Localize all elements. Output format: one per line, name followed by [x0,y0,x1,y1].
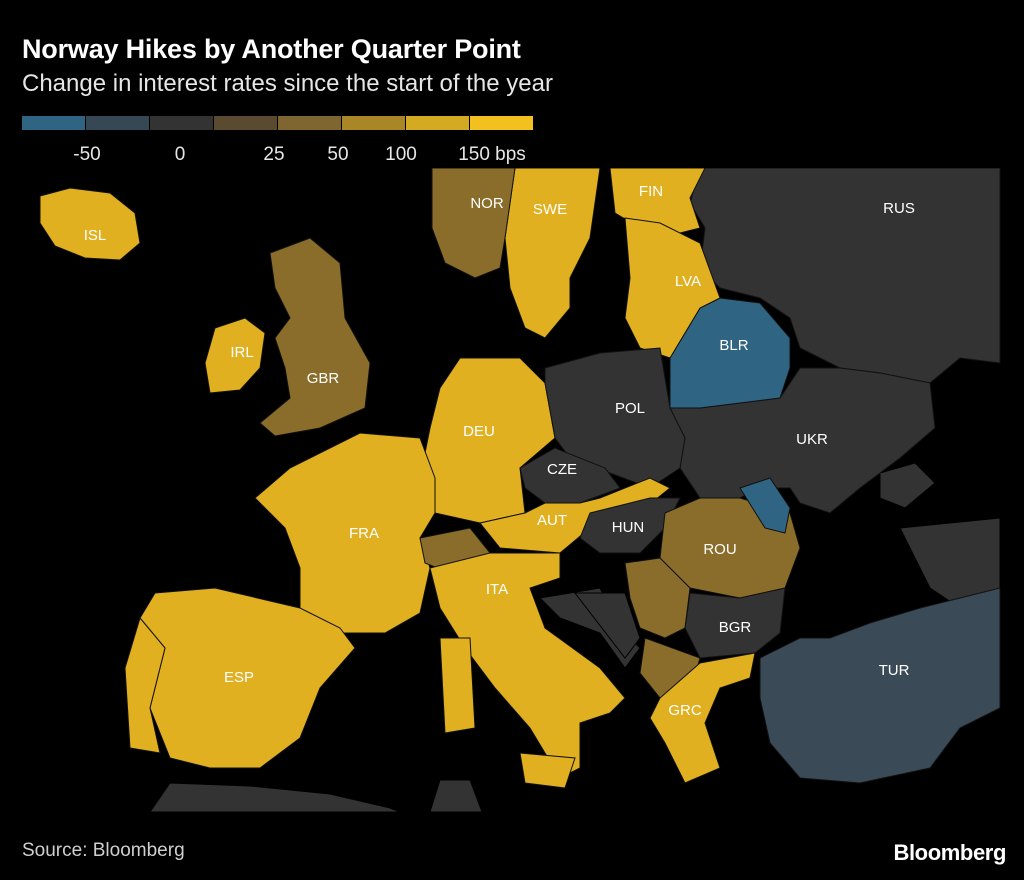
label-AUT: AUT [537,512,567,529]
label-GRC: GRC [668,702,702,719]
land-crimea [879,462,936,509]
country-ISL [39,187,141,261]
legend-swatch [150,116,213,130]
background-land [149,462,1001,812]
legend-swatch [86,116,149,130]
country-DEU [419,357,556,524]
country-portugal [124,616,166,754]
country-RUS [689,168,1001,384]
country-FRA [254,432,436,634]
legend-swatch [342,116,405,130]
chart-subtitle: Change in interest rates since the start… [22,70,553,97]
label-GBR: GBR [307,370,340,387]
country-IRL [204,317,266,394]
country-labels: ISL NOR SWE FIN RUS LVA BLR IRL GBR DEU … [84,183,915,719]
label-DEU: DEU [463,423,495,440]
country-NOR [431,168,516,279]
label-HUN: HUN [612,519,645,536]
country-ITA [429,552,626,779]
legend-label: 25 [263,144,285,165]
legend-label: 50 [327,144,349,165]
land-tunisia [429,779,483,812]
label-CZE: CZE [547,461,577,478]
country-shapes [39,168,1001,789]
label-IRL: IRL [230,344,253,361]
land-north-africa [149,782,401,812]
label-FIN: FIN [639,183,663,200]
country-GRC [649,652,756,784]
country-AUT [479,477,671,554]
legend-label: -50 [73,144,101,165]
legend-swatch [470,116,533,130]
country-ITA-sicily [519,752,576,789]
country-POL [544,347,686,489]
country-HUN [579,497,681,554]
bloomberg-logo: Bloomberg [893,840,1006,865]
country-serbia [624,557,691,639]
legend-label: 150 bps [458,144,526,165]
country-TUR [759,587,1001,784]
legend-label: 0 [174,144,186,165]
label-RUS: RUS [883,200,915,217]
country-CZE [519,447,621,504]
label-BLR: BLR [719,337,748,354]
legend-labels: -50 0 25 50 100 150 bps [0,144,600,168]
land-bosnia [573,592,641,659]
legend-swatch [406,116,469,130]
country-moldova [739,477,791,534]
label-BGR: BGR [719,619,752,636]
label-NOR: NOR [470,195,504,212]
chart-title: Norway Hikes by Another Quarter Point [22,34,521,64]
label-ISL: ISL [84,227,107,244]
label-UKR: UKR [796,431,828,448]
label-ITA: ITA [486,581,508,598]
country-BGR [684,587,786,659]
label-POL: POL [615,400,645,417]
europe-map: ISL NOR SWE FIN RUS LVA BLR IRL GBR DEU … [39,168,1001,812]
country-LVA [624,217,721,359]
country-GBR [259,237,371,437]
source-note: Source: Bloomberg [22,840,185,861]
country-ITA-sardinia [439,637,476,734]
country-SWE [504,168,601,339]
legend-swatch [22,116,85,130]
legend-label: 100 [385,144,417,165]
legend-swatch [278,116,341,130]
legend-swatch [214,116,277,130]
label-SWE: SWE [533,201,567,218]
label-ROU: ROU [703,541,736,558]
label-LVA: LVA [675,273,701,290]
label-TUR: TUR [879,662,910,679]
label-ESP: ESP [224,669,254,686]
legend-color-scale [22,116,534,130]
label-FRA: FRA [349,525,379,542]
